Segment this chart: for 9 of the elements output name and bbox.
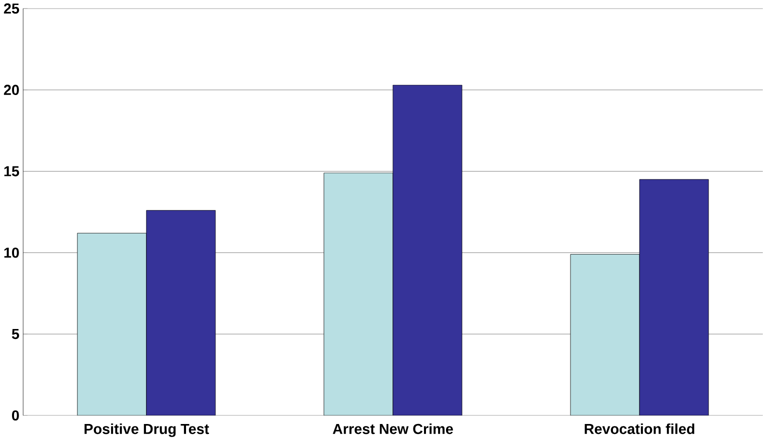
y-tick-label: 5: [12, 328, 20, 339]
x-tick-label: Revocation filed: [584, 423, 694, 434]
x-tick-label: Positive Drug Test: [84, 423, 210, 437]
y-tick-label: 15: [4, 166, 20, 176]
y-tick-label: 25: [4, 3, 20, 14]
y-tick-label: 20: [4, 84, 19, 95]
y-tick-label: 0: [12, 410, 19, 420]
x-tick-label: Arrest New Crime: [332, 423, 453, 434]
y-tick-label: 10: [4, 247, 19, 258]
